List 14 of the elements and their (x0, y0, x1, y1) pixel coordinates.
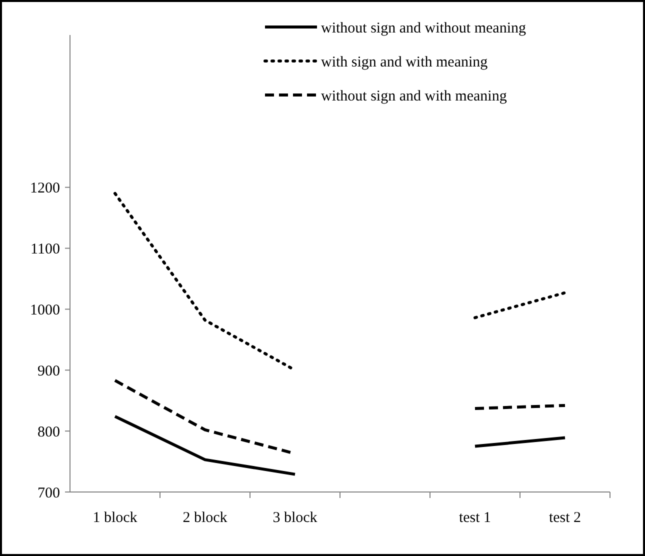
legend-label: with sign and with meaning (321, 54, 488, 70)
legend-label: without sign and with meaning (321, 88, 508, 104)
y-tick-label: 800 (38, 424, 60, 440)
x-tick-label: 3 block (272, 510, 318, 526)
y-tick-label: 1200 (30, 180, 60, 197)
y-tick-label: 1100 (30, 242, 60, 258)
x-tick-label: test 2 (548, 510, 582, 526)
x-tick-label: 1 block (92, 510, 138, 526)
y-tick-label: 700 (38, 485, 60, 502)
x-tick-label: 2 block (182, 510, 228, 526)
x-tick-label: test 1 (458, 510, 492, 526)
y-tick-label: 1000 (30, 302, 60, 318)
legend-label: without sign and without meaning (321, 20, 526, 36)
y-tick-label: 900 (38, 363, 60, 380)
